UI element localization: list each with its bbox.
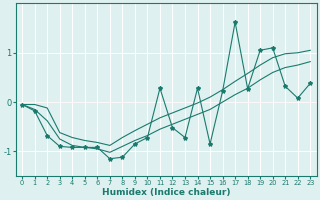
X-axis label: Humidex (Indice chaleur): Humidex (Indice chaleur)	[102, 188, 230, 197]
